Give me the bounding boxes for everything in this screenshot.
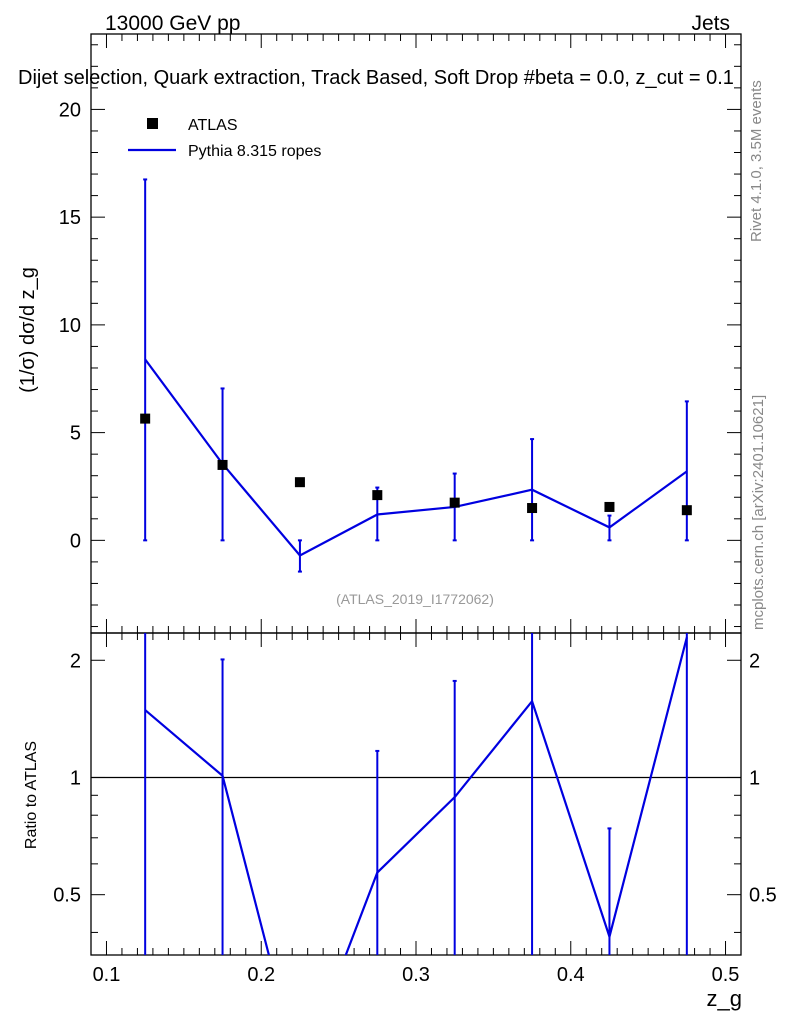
- y-tick-label: 15: [59, 207, 81, 229]
- ratio-panel: 0.1 0.2 0.3 0.4 0.5 0.5 0.5 1 1 2 2: [53, 632, 777, 986]
- main-plot-area: [140, 178, 692, 573]
- y-tick-label: 0: [70, 530, 81, 552]
- atlas-point: [217, 459, 228, 470]
- ratio-y-tick-label: 1: [70, 767, 81, 789]
- x-tick-label: 0.1: [93, 964, 121, 986]
- ratio-y-tick-label: 0.5: [53, 885, 81, 907]
- rivet-label: Rivet 4.1.0, 3.5M events: [748, 80, 765, 242]
- ratio-plot-area: [144, 633, 688, 955]
- atlas-point: [449, 497, 460, 508]
- ratio-frame: [90, 632, 742, 956]
- main-y-label: (1/σ) dσ/d z_g: [17, 267, 39, 393]
- analysis-id: (ATLAS_2019_I1772062): [336, 591, 494, 607]
- legend-atlas-marker: [147, 118, 158, 129]
- x-tick-label: 0.4: [557, 964, 585, 986]
- y-tick-label: 10: [59, 315, 81, 337]
- x-tick-label: 0.2: [247, 964, 275, 986]
- ratio-line: [144, 637, 688, 955]
- atlas-point: [372, 490, 383, 501]
- ratio-y-label: Ratio to ATLAS: [23, 741, 40, 849]
- atlas-point: [604, 501, 615, 512]
- plot-title: Dijet selection, Quark extraction, Track…: [18, 67, 734, 89]
- y-tick-label: 20: [59, 99, 81, 121]
- atlas-point: [294, 477, 305, 488]
- y-tick-label: 5: [70, 423, 81, 445]
- atlas-point: [681, 505, 692, 516]
- atlas-point: [140, 413, 151, 424]
- main-panel: 0 5 10 15 20: [59, 33, 742, 634]
- legend: ATLAS Pythia 8.315 ropes: [128, 117, 321, 160]
- legend-pythia-label: Pythia 8.315 ropes: [188, 143, 321, 160]
- ratio-y-tick-label-right: 1: [749, 767, 760, 789]
- header-process: 13000 GeV pp: [105, 12, 240, 35]
- mc-line: [144, 358, 688, 557]
- atlas-point: [527, 503, 538, 514]
- ratio-y-tick-label: 2: [70, 650, 81, 672]
- legend-atlas-label: ATLAS: [188, 117, 238, 134]
- mcplots-label: mcplots.cern.ch [arXiv:2401.10621]: [750, 395, 767, 630]
- x-tick-label: 0.5: [712, 964, 740, 986]
- x-axis-label: z_g: [707, 986, 742, 1011]
- ratio-y-tick-label-right: 0.5: [749, 885, 777, 907]
- header-category: Jets: [691, 12, 730, 35]
- x-tick-label: 0.3: [402, 964, 430, 986]
- ratio-y-tick-label-right: 2: [749, 650, 760, 672]
